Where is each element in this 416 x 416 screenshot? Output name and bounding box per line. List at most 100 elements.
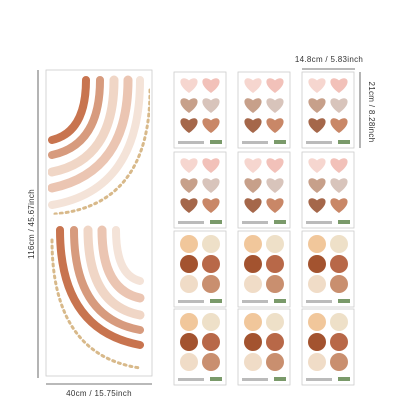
heart xyxy=(330,118,348,133)
dot xyxy=(202,353,220,371)
rainbow-lower xyxy=(50,225,145,370)
dot xyxy=(180,235,198,253)
sheet-footer xyxy=(178,300,204,303)
rainbow-upper xyxy=(48,75,150,215)
sheet-logo xyxy=(338,220,350,224)
sheet-footer xyxy=(178,378,204,381)
dot xyxy=(308,353,326,371)
heart xyxy=(202,78,220,93)
dot xyxy=(308,333,326,351)
sheet-grid xyxy=(173,71,355,386)
dot xyxy=(180,255,198,273)
heart xyxy=(330,98,348,113)
dot xyxy=(330,235,348,253)
heart xyxy=(244,158,262,173)
dot xyxy=(266,353,284,371)
heart xyxy=(202,178,220,193)
sheet-logo xyxy=(210,140,222,144)
heart xyxy=(266,158,284,173)
heart xyxy=(202,98,220,113)
heart xyxy=(330,158,348,173)
dot xyxy=(202,255,220,273)
sheet-logo xyxy=(274,140,286,144)
heart xyxy=(266,98,284,113)
heart xyxy=(244,198,262,213)
heart xyxy=(266,198,284,213)
heart xyxy=(180,158,198,173)
sheet-height-label: 21cm / 8.28inch xyxy=(367,82,376,143)
dot xyxy=(180,353,198,371)
heart xyxy=(308,118,326,133)
heart xyxy=(202,198,220,213)
heart xyxy=(244,118,262,133)
heart xyxy=(202,118,220,133)
heart xyxy=(308,198,326,213)
dot xyxy=(202,275,220,293)
dot xyxy=(330,333,348,351)
sheet-footer xyxy=(242,221,268,224)
sheet-footer xyxy=(242,378,268,381)
sheet-footer xyxy=(242,141,268,144)
heart xyxy=(180,78,198,93)
dot xyxy=(244,235,262,253)
sheet-footer xyxy=(306,141,332,144)
dot xyxy=(202,313,220,331)
dot xyxy=(330,275,348,293)
heart xyxy=(330,198,348,213)
dot xyxy=(202,333,220,351)
dot xyxy=(244,353,262,371)
heart xyxy=(308,98,326,113)
heart xyxy=(308,78,326,93)
dot xyxy=(244,255,262,273)
dot xyxy=(330,353,348,371)
dot xyxy=(266,235,284,253)
dot xyxy=(308,275,326,293)
heart xyxy=(330,78,348,93)
heart xyxy=(180,98,198,113)
sheet-footer xyxy=(178,221,204,224)
sheet-logo xyxy=(274,377,286,381)
heart xyxy=(266,178,284,193)
dot xyxy=(266,255,284,273)
heart xyxy=(180,178,198,193)
heart xyxy=(180,198,198,213)
dot xyxy=(244,275,262,293)
heart xyxy=(266,118,284,133)
dot xyxy=(266,313,284,331)
dot xyxy=(180,333,198,351)
sheet-footer xyxy=(306,300,332,303)
dot xyxy=(180,313,198,331)
heart xyxy=(202,158,220,173)
sheet-logo xyxy=(210,220,222,224)
heart xyxy=(244,78,262,93)
sheet-logo xyxy=(274,299,286,303)
dot xyxy=(330,255,348,273)
sheet-logo xyxy=(338,299,350,303)
sheet-footer xyxy=(178,141,204,144)
dot xyxy=(308,255,326,273)
heart xyxy=(244,98,262,113)
dot xyxy=(180,275,198,293)
heart xyxy=(330,178,348,193)
sheet-footer xyxy=(306,221,332,224)
dot xyxy=(244,313,262,331)
height-label: 116cm / 45.67inch xyxy=(27,189,36,259)
dot xyxy=(308,313,326,331)
sheet-footer xyxy=(242,300,268,303)
sheet-logo xyxy=(274,220,286,224)
heart xyxy=(308,158,326,173)
sheet-footer xyxy=(306,378,332,381)
dot xyxy=(266,275,284,293)
heart xyxy=(266,78,284,93)
dot xyxy=(266,333,284,351)
heart xyxy=(308,178,326,193)
heart xyxy=(180,118,198,133)
sheet-width-label: 14.8cm / 5.83inch xyxy=(295,55,363,64)
width-label: 40cm / 15.75inch xyxy=(66,389,132,398)
sheet-logo xyxy=(210,377,222,381)
dot xyxy=(244,333,262,351)
sheet-logo xyxy=(338,377,350,381)
heart xyxy=(244,178,262,193)
